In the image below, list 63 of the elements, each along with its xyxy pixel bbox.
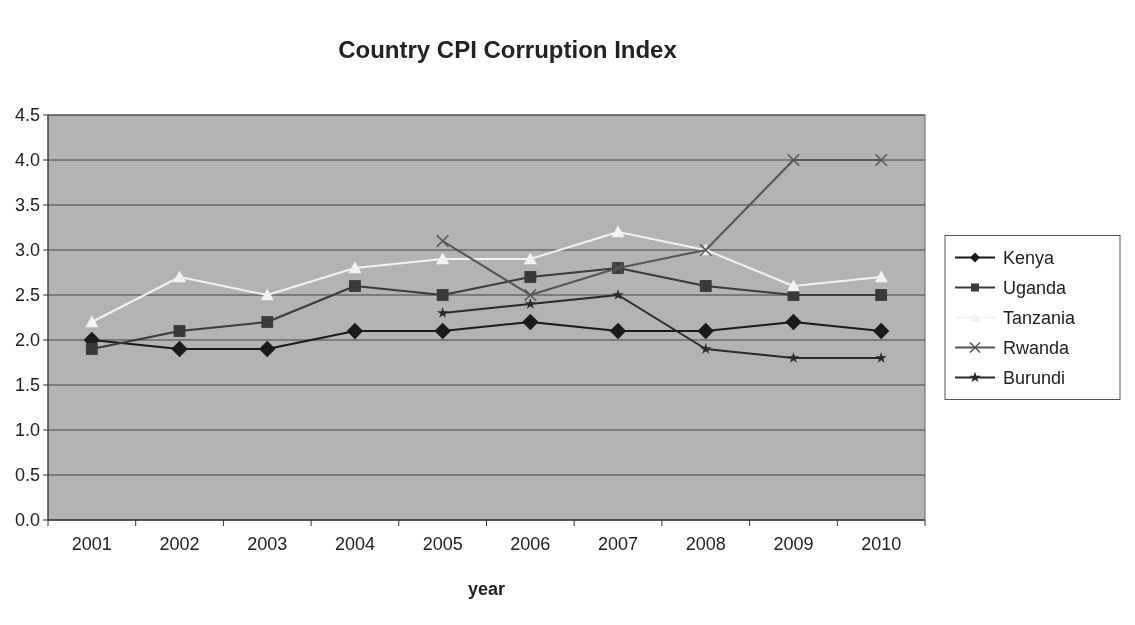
- x-tick-label: 2002: [159, 534, 200, 554]
- point: [875, 289, 888, 301]
- point: [524, 298, 537, 309]
- legend-label: Kenya: [1003, 247, 1056, 268]
- point: [85, 343, 98, 355]
- y-tick-label: 2.5: [14, 285, 40, 306]
- point: [173, 325, 186, 337]
- y-tick-label: 0.0: [14, 510, 40, 531]
- point: [874, 153, 888, 167]
- point: [349, 280, 361, 292]
- y-tick-label: 3.0: [14, 240, 40, 261]
- point: [609, 322, 627, 340]
- point: [259, 340, 276, 358]
- point: [523, 288, 537, 302]
- point: [700, 343, 712, 354]
- legend-label: Uganda: [1003, 277, 1068, 298]
- x-tick-label: 2001: [71, 534, 112, 554]
- point: [875, 352, 887, 363]
- point: [699, 280, 712, 292]
- x-axis-title: year: [467, 579, 506, 599]
- point: [436, 234, 450, 248]
- y-tick-label: 2.0: [14, 330, 40, 351]
- x-tick-label: 2009: [773, 534, 814, 554]
- x-tick-label: 2006: [510, 534, 551, 554]
- x-tick-label: 2004: [334, 534, 375, 554]
- point: [436, 289, 449, 301]
- point: [434, 322, 451, 340]
- y-tick-label: 4.0: [14, 150, 40, 171]
- y-tick-label: 1.0: [14, 420, 40, 441]
- point: [611, 225, 625, 238]
- point: [260, 288, 274, 301]
- point: [524, 271, 537, 283]
- point: [787, 352, 800, 363]
- point: [786, 153, 800, 167]
- point: [85, 315, 99, 328]
- x-tick-label: 2003: [247, 534, 288, 554]
- point: [346, 322, 364, 340]
- point: [522, 313, 539, 331]
- x-tick-label: 2008: [685, 534, 726, 554]
- point: [786, 279, 801, 292]
- point: [872, 322, 890, 340]
- x-tick-label: 2005: [422, 534, 463, 554]
- point: [348, 261, 362, 274]
- point: [874, 270, 888, 283]
- point: [785, 313, 802, 331]
- y-tick-label: 0.5: [14, 465, 40, 486]
- point: [523, 252, 537, 265]
- point: [172, 270, 187, 283]
- legend-label: Tanzania: [1003, 307, 1077, 328]
- point: [612, 289, 624, 300]
- point: [261, 316, 274, 328]
- x-tick-label: 2007: [598, 534, 639, 554]
- y-tick-label: 1.5: [14, 375, 40, 396]
- point: [436, 252, 450, 265]
- point: [436, 307, 449, 318]
- y-tick-label: 4.5: [14, 105, 40, 126]
- legend-label: Burundi: [1003, 367, 1066, 388]
- point: [171, 340, 188, 358]
- x-tick-label: 2010: [861, 534, 902, 554]
- point: [697, 322, 714, 340]
- chart-title: Country CPI Corruption Index: [338, 36, 678, 63]
- y-tick-label: 3.5: [14, 195, 40, 216]
- legend-label: Rwanda: [1003, 337, 1071, 358]
